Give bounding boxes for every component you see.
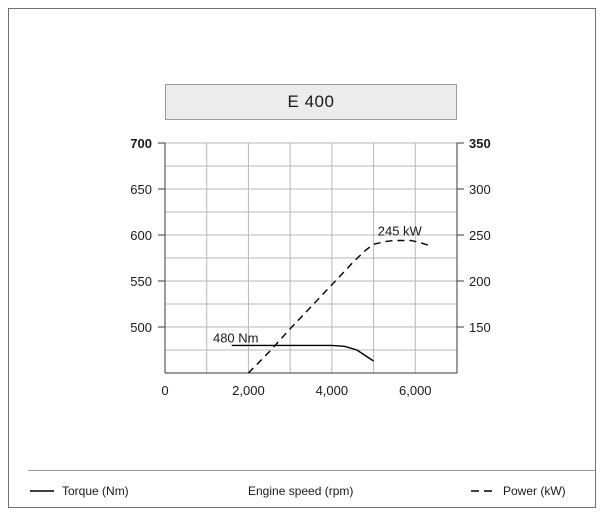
x-tick-label: 0 <box>161 383 168 398</box>
legend-torque: Torque (Nm) <box>30 484 129 498</box>
left-axis-ticks: 500 550 600 650 700 <box>130 136 165 335</box>
right-tick-label: 150 <box>469 320 491 335</box>
left-tick-label: 550 <box>130 274 152 289</box>
plot-grid <box>164 142 458 374</box>
chart-title: E 400 <box>287 92 335 111</box>
right-tick-label: 200 <box>469 274 491 289</box>
torque-curve <box>231 344 374 362</box>
chart-title-box: E 400 <box>165 84 457 120</box>
right-tick-label: 300 <box>469 182 491 197</box>
right-tick-label: 250 <box>469 228 491 243</box>
series-layer <box>231 239 429 374</box>
x-tick-label: 4,000 <box>316 383 349 398</box>
power-peak-label: 245 kW <box>378 224 423 239</box>
annotation-layer: 480 Nm 245 kW <box>213 224 423 346</box>
x-axis-ticks: 0 2,000 4,000 6,000 <box>161 383 431 398</box>
x-tick-label: 2,000 <box>232 383 265 398</box>
right-axis-ticks: 150 200 250 300 350 <box>457 136 491 335</box>
left-tick-label: 500 <box>130 320 152 335</box>
torque-peak-label: 480 Nm <box>213 330 259 345</box>
power-curve <box>247 239 429 374</box>
legend-engine-speed-label: Engine speed (rpm) <box>248 484 354 498</box>
right-tick-label: 350 <box>469 136 491 151</box>
legend-engine-speed: Engine speed (rpm) <box>248 484 353 498</box>
x-tick-label: 6,000 <box>399 383 432 398</box>
left-tick-label: 600 <box>130 228 152 243</box>
left-tick-label: 650 <box>130 182 152 197</box>
dashed-line-swatch <box>471 490 495 492</box>
legend-power: Power (kW) <box>471 484 566 498</box>
legend-torque-label: Torque (Nm) <box>62 484 129 498</box>
left-tick-label: 700 <box>130 136 152 151</box>
solid-line-swatch <box>30 490 54 492</box>
legend-divider <box>28 470 595 471</box>
legend-power-label: Power (kW) <box>503 484 566 498</box>
